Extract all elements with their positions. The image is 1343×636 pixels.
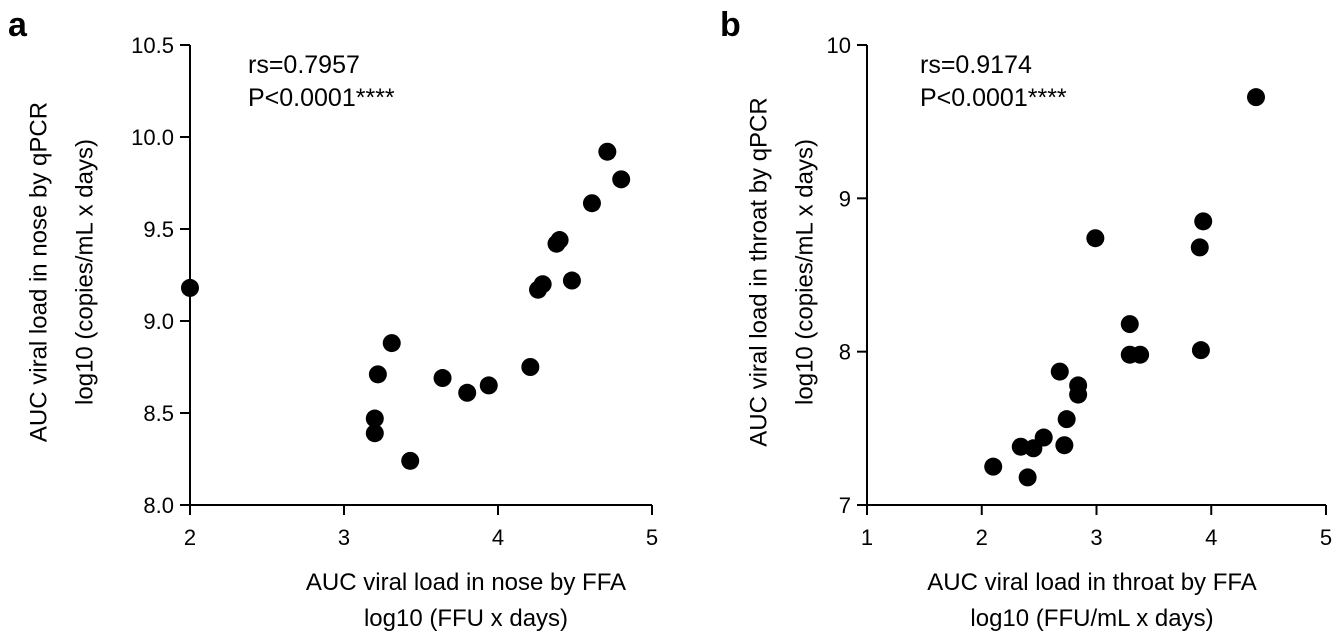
stat-annotation: rs=0.7957 (248, 51, 360, 79)
x-tick-label: 2 (976, 525, 988, 550)
scatter-panel-a: a 8.0 8.5 9.0 9.5 10.0 10.5 2 3 4 5 AUC viral load … (8, 6, 658, 632)
data-point (458, 383, 477, 402)
data-point (521, 358, 540, 376)
data-point (598, 142, 617, 161)
data-point (368, 365, 387, 384)
data-point (582, 194, 601, 213)
data-point (1190, 238, 1209, 257)
y-tick-label: 8.5 (143, 401, 174, 426)
data-point (984, 457, 1003, 476)
panel-letter: a (8, 6, 28, 44)
data-point (612, 170, 631, 189)
y-axis-label: AUC viral load in nose by qPCR (25, 102, 52, 442)
scatter-panel-b: b 7 8 9 10 1 2 3 4 5 AUC viral load in throat by F… (720, 6, 1332, 632)
x-axis-label: AUC viral load in nose by FFA (306, 569, 626, 596)
stat-annotation: P<0.0001**** (920, 84, 1067, 112)
x-tick-label: 5 (1320, 525, 1332, 550)
y-tick-label: 9.5 (143, 217, 174, 242)
x-tick-label: 2 (184, 525, 196, 550)
data-point (533, 275, 552, 294)
y-tick-label: 8.0 (143, 493, 174, 518)
data-point (433, 369, 452, 388)
data-point (1191, 341, 1210, 360)
data-point (550, 231, 569, 250)
data-point (1057, 410, 1076, 429)
data-point (365, 409, 384, 428)
x-axis-label: log10 (FFU x days) (364, 605, 568, 632)
x-tick-label: 3 (338, 525, 350, 550)
data-point (562, 271, 581, 290)
y-tick-label: 10.0 (131, 125, 174, 150)
x-axis-label: log10 (FFU/mL x days) (970, 605, 1213, 632)
panel-letter: b (720, 6, 741, 44)
data-point (479, 376, 498, 395)
data-point (382, 334, 401, 353)
y-tick-label: 10.5 (131, 33, 174, 58)
y-tick-label: 9 (839, 186, 851, 211)
data-point (181, 278, 199, 297)
data-point (1120, 315, 1139, 334)
stat-annotation: rs=0.9174 (920, 51, 1032, 79)
y-tick-label: 10 (827, 33, 851, 58)
x-tick-label: 4 (492, 525, 504, 550)
y-tick-label: 9.0 (143, 309, 174, 334)
x-tick-label: 5 (646, 525, 658, 550)
x-tick-label: 3 (1090, 525, 1102, 550)
data-point (1069, 385, 1088, 404)
x-tick-label: 4 (1205, 525, 1217, 550)
y-tick-label: 7 (839, 493, 851, 518)
y-axis-label: log10 (copies/mL x days) (71, 139, 98, 405)
data-point (1050, 362, 1069, 381)
y-tick-label: 8 (839, 340, 851, 365)
data-point (1018, 468, 1037, 487)
y-axis-label: AUC viral load in throat by qPCR (745, 97, 772, 446)
stat-annotation: P<0.0001**** (248, 84, 395, 112)
x-tick-label: 1 (861, 525, 873, 550)
data-point (1034, 428, 1053, 447)
data-point (1086, 229, 1105, 248)
data-point (401, 451, 420, 470)
x-axis-label: AUC viral load in throat by FFA (927, 569, 1256, 596)
data-point (1131, 345, 1150, 364)
data-point (1247, 88, 1266, 107)
data-point (1055, 436, 1074, 455)
data-point (1194, 212, 1213, 231)
y-axis-label: log10 (copies/mL x days) (791, 139, 818, 405)
data-point (365, 424, 384, 443)
